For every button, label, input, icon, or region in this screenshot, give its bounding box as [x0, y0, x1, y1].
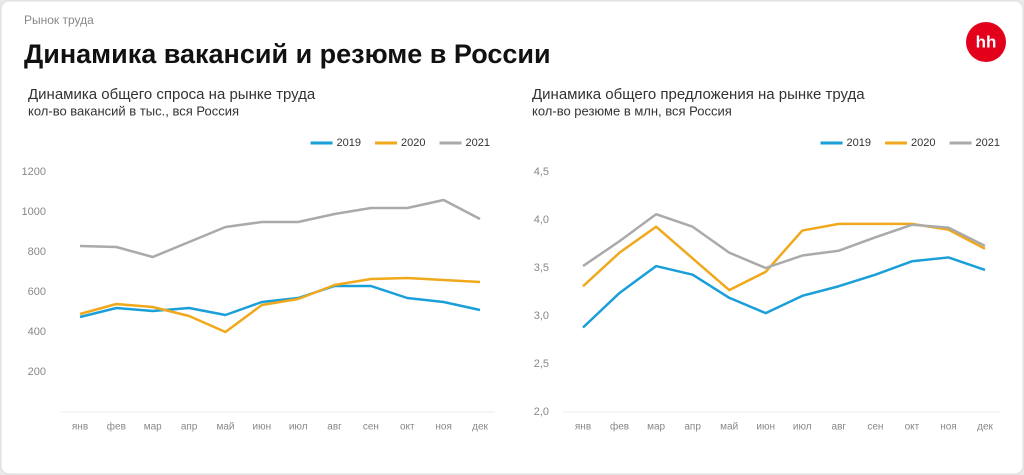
legend-label: 2020	[401, 137, 425, 149]
x-tick-label: фев	[610, 421, 629, 433]
x-tick-label: дек	[472, 422, 488, 433]
legend-label: 2019	[337, 137, 361, 149]
series-line	[582, 256, 986, 329]
series-line	[79, 276, 481, 334]
x-tick-label: мар	[647, 422, 665, 433]
page-title: Динамика вакансий и резюме в России	[24, 39, 551, 69]
breadcrumb: Рынок труда	[24, 13, 94, 27]
x-tick-label: янв	[72, 422, 88, 433]
y-tick-label: 400	[28, 326, 46, 338]
x-tick-label: сен	[363, 422, 379, 433]
x-tick-label: сен	[867, 422, 883, 433]
y-tick-label: 2,5	[534, 358, 549, 370]
x-tick-label: июн	[253, 422, 272, 433]
x-tick-label: окт	[400, 422, 415, 433]
x-tick-label: апр	[684, 422, 701, 433]
chart-title: Динамика общего спроса на рынке труда	[28, 86, 316, 103]
chart-subtitle: кол-во вакансий в тыс., вся Россия	[28, 103, 239, 118]
y-tick-label: 4,0	[534, 214, 549, 226]
y-tick-label: 800	[28, 246, 46, 258]
logo: hh	[976, 32, 997, 51]
series-line	[582, 212, 986, 270]
x-tick-label: авг	[327, 422, 342, 433]
x-tick-label: фев	[107, 421, 126, 433]
legend-label: 2021	[976, 137, 1000, 149]
y-tick-label: 600	[28, 286, 46, 298]
y-tick-label: 3,0	[534, 310, 549, 322]
legend-label: 2019	[847, 137, 871, 149]
legend-label: 2020	[911, 137, 935, 149]
x-tick-label: авг	[832, 422, 847, 433]
x-tick-label: апр	[181, 422, 198, 433]
chart-title: Динамика общего предложения на рынке тру…	[532, 86, 865, 103]
x-tick-label: июл	[289, 422, 308, 433]
x-tick-label: дек	[977, 422, 993, 433]
chart-subtitle: кол-во резюме в млн, вся Россия	[532, 103, 732, 118]
x-tick-label: июл	[793, 422, 812, 433]
y-tick-label: 200	[28, 366, 46, 378]
y-tick-label: 1000	[22, 206, 46, 218]
x-tick-label: мар	[144, 422, 162, 433]
x-tick-label: ноя	[940, 422, 957, 433]
x-tick-label: май	[720, 422, 738, 433]
logo-circle	[966, 22, 1006, 62]
y-tick-label: 4,5	[534, 166, 549, 178]
legend-label: 2021	[466, 137, 490, 149]
x-tick-label: июн	[756, 422, 775, 433]
x-tick-label: янв	[575, 422, 591, 433]
series-line	[79, 198, 481, 259]
y-tick-label: 2,0	[534, 406, 549, 418]
y-tick-label: 1200	[22, 166, 46, 178]
series-line	[79, 284, 481, 319]
y-tick-label: 3,5	[534, 262, 549, 274]
x-tick-label: май	[216, 422, 234, 433]
x-tick-label: ноя	[435, 422, 452, 433]
x-tick-label: окт	[905, 422, 920, 433]
